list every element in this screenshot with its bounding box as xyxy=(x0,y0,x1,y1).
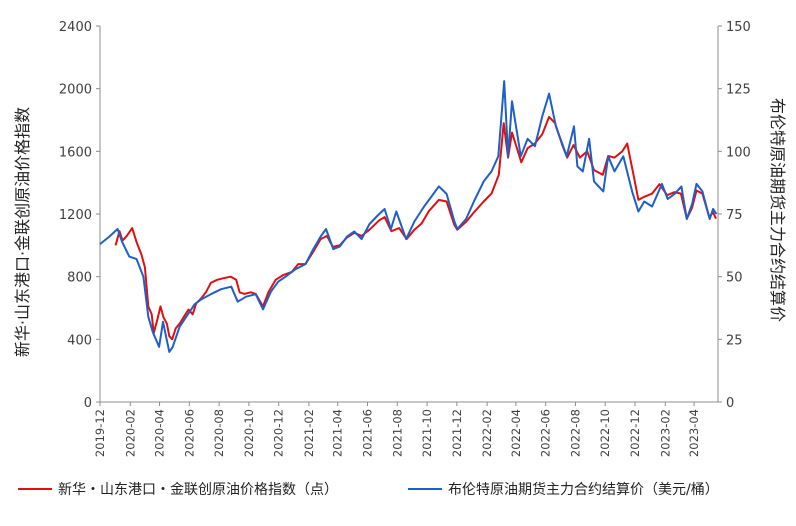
x-tick-label: 2021-04 xyxy=(331,409,345,457)
right-tick-label: 50 xyxy=(726,271,743,286)
x-axis-ticks: 2019-12 2020-02 2020-04 2020-06 2020-08 2020-… xyxy=(93,402,701,457)
right-axis-ticks: 0 25 50 75 100 125 150 xyxy=(718,20,751,411)
series-layer xyxy=(99,80,718,353)
left-tick-label: 800 xyxy=(67,271,92,286)
x-tick-label: 2020-08 xyxy=(212,409,226,457)
left-axis-title: 新华·山东港口·金联创原油价格指数 xyxy=(13,107,32,357)
x-tick-label: 2022-02 xyxy=(480,409,494,457)
left-tick-label: 1200 xyxy=(59,208,92,223)
legend-label-index: 新华・山东港口・金联创原油价格指数（点） xyxy=(58,482,338,498)
left-axis-ticks: 0 400 800 1200 1600 2000 2400 xyxy=(59,20,100,411)
x-tick-label: 2021-06 xyxy=(361,409,375,457)
series-line-brent xyxy=(99,80,718,353)
right-tick-label: 125 xyxy=(726,83,751,98)
x-tick-label: 2020-04 xyxy=(153,409,167,457)
legend-label-brent: 布伦特原油期货主力合约结算价（美元/桶） xyxy=(448,481,719,498)
x-tick-label: 2020-02 xyxy=(123,409,137,457)
x-tick-label: 2022-10 xyxy=(598,409,612,457)
x-tick-label: 2022-04 xyxy=(509,409,523,457)
x-tick-label: 2020-06 xyxy=(182,409,196,457)
x-tick-label: 2019-12 xyxy=(93,409,107,457)
right-tick-label: 100 xyxy=(726,145,751,160)
x-tick-label: 2021-10 xyxy=(420,409,434,457)
x-tick-label: 2022-08 xyxy=(568,409,582,457)
x-tick-label: 2021-12 xyxy=(450,409,464,457)
right-tick-label: 150 xyxy=(726,20,751,35)
left-tick-label: 0 xyxy=(84,396,92,411)
left-tick-label: 2400 xyxy=(59,20,92,35)
x-tick-label: 2022-12 xyxy=(628,409,642,457)
right-axis-title: 布伦特原油期货主力合约结算价 xyxy=(768,98,787,322)
x-tick-label: 2023-04 xyxy=(687,409,701,457)
plot-frame xyxy=(99,26,719,403)
x-tick-label: 2020-10 xyxy=(242,409,256,457)
right-tick-label: 0 xyxy=(726,396,734,411)
legend: 新华・山东港口・金联创原油价格指数（点） 布伦特原油期货主力合约结算价（美元/桶… xyxy=(18,481,719,498)
series-line-index xyxy=(114,115,717,341)
x-tick-label: 2021-02 xyxy=(302,409,316,457)
right-tick-label: 75 xyxy=(726,208,743,223)
left-tick-label: 2000 xyxy=(59,83,92,98)
x-tick-label: 2022-06 xyxy=(539,409,553,457)
right-tick-label: 25 xyxy=(726,333,743,348)
x-tick-label: 2021-08 xyxy=(390,409,404,457)
x-tick-label: 2020-12 xyxy=(272,409,286,457)
x-tick-label: 2023-02 xyxy=(658,409,672,457)
left-tick-label: 1600 xyxy=(59,145,92,160)
left-tick-label: 400 xyxy=(67,333,92,348)
